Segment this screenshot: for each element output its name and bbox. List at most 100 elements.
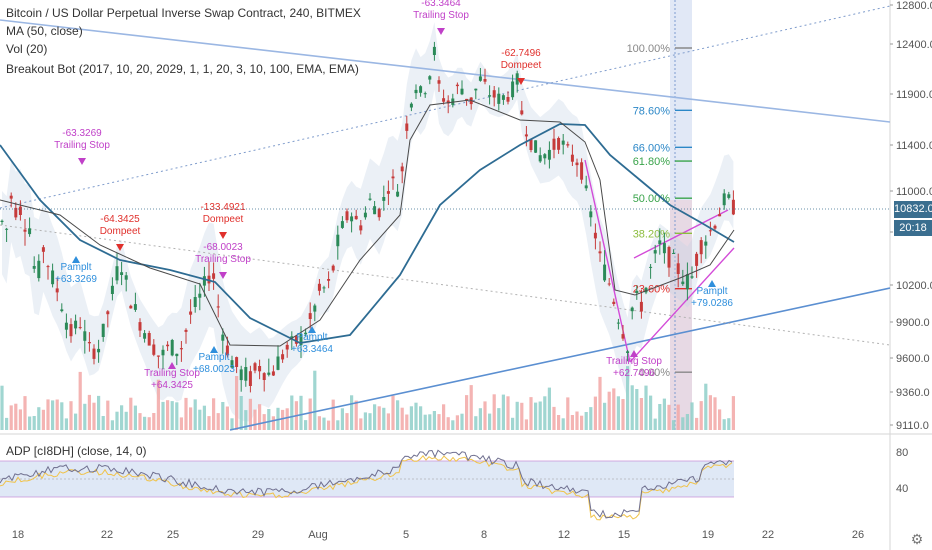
volume-bar	[644, 385, 648, 430]
volume-bar	[271, 416, 275, 430]
fib-level-label: 38.20%	[633, 228, 671, 240]
volume-bar	[432, 411, 436, 430]
adp-panel[interactable]: 80 40	[0, 447, 908, 521]
volume-bar	[244, 410, 248, 430]
price-tick-label: 12400.0	[896, 39, 932, 51]
volume-bar	[9, 405, 13, 430]
volume-bar	[400, 407, 404, 430]
candle-body	[704, 241, 708, 246]
volume-bar	[713, 397, 717, 430]
candle-body	[175, 353, 179, 357]
candle-body	[506, 97, 510, 102]
bot-legend[interactable]: Breakout Bot (2017, 10, 20, 2029, 1, 1, …	[6, 62, 359, 76]
candle-body	[437, 80, 441, 84]
volume-bar	[469, 385, 473, 430]
volume-bar	[207, 416, 211, 430]
candle-body	[543, 154, 547, 159]
candle-body	[41, 247, 45, 252]
volume-bar	[423, 414, 427, 430]
annotation-text: -63.3464	[421, 0, 461, 9]
volume-bar	[598, 376, 602, 430]
price-tick-label: 11000.0	[896, 186, 932, 198]
volume-bar	[212, 398, 216, 430]
time-tick-label: 15	[618, 529, 630, 541]
candle-body	[133, 304, 137, 310]
candle-body	[161, 349, 165, 356]
time-tick-label: 19	[702, 529, 714, 541]
volume-bar	[345, 413, 349, 430]
candle-body	[281, 354, 285, 360]
vol-legend[interactable]: Vol (20)	[6, 42, 48, 56]
volume-bar	[258, 404, 262, 430]
volume-bar	[511, 417, 515, 430]
volume-bar	[547, 387, 551, 430]
candle-body	[276, 356, 280, 370]
candle-body	[322, 287, 326, 289]
volume-bar	[446, 417, 450, 430]
volume-bar	[64, 418, 68, 430]
candle-body	[179, 348, 183, 350]
fibonacci-retracement[interactable]: 100.00%78.60%66.00%61.80%50.00%38.20%23.…	[627, 43, 692, 379]
candle-body	[115, 266, 119, 281]
annotation-arrow	[210, 346, 218, 353]
candle-body	[612, 301, 616, 304]
candle-body	[695, 253, 699, 266]
candle-body	[524, 134, 528, 137]
volume-bar	[455, 415, 459, 430]
candle-body	[432, 46, 436, 55]
adp-signal-line	[0, 454, 733, 521]
candle-body	[488, 95, 492, 97]
candle-body	[681, 281, 685, 285]
candle-body	[336, 234, 340, 247]
volume-bar	[676, 404, 680, 430]
candle-body	[547, 149, 551, 160]
volume-bar	[313, 370, 317, 430]
gear-icon[interactable]: ⚙	[910, 531, 924, 547]
candle-body	[649, 266, 653, 268]
volume-bar	[322, 417, 326, 430]
chart-title[interactable]: Bitcoin / US Dollar Perpetual Inverse Sw…	[6, 6, 361, 20]
volume-bar	[359, 418, 363, 430]
volume-bar	[529, 397, 533, 430]
volume-bar	[639, 398, 643, 430]
volume-bar	[649, 395, 653, 430]
volume-bar	[189, 407, 193, 430]
adp-legend[interactable]: ADP [cI8DH] (close, 14, 0)	[6, 444, 147, 458]
adp-tick-label: 80	[896, 447, 908, 459]
upper-trendline	[0, 19, 891, 123]
price-tick-label: 9360.0	[896, 387, 930, 399]
candle-body	[373, 206, 377, 215]
volume-bar	[97, 395, 101, 430]
volume-bar	[115, 411, 119, 430]
candle-body	[198, 293, 202, 298]
annotation-text: Pamplt	[696, 286, 727, 297]
volume-bar	[87, 394, 91, 430]
volume-bar	[557, 415, 561, 430]
candle-body	[635, 290, 639, 293]
candle-body	[423, 93, 427, 95]
price-axis[interactable]: 12800.012400.011900.011400.011000.010600…	[0, 0, 932, 432]
candle-body	[478, 76, 482, 81]
volume-bar	[465, 395, 469, 430]
volume-bar	[363, 412, 367, 430]
volume-bar	[267, 409, 271, 430]
annotation-text: Pamplt	[296, 332, 327, 343]
candle-body	[143, 333, 147, 339]
candle-body	[64, 322, 68, 330]
time-axis[interactable]: 18 22 25 29 Aug 5 8 12 15 19 22 26	[12, 529, 864, 541]
fib-level-label: 66.00%	[633, 142, 671, 154]
volume-bar	[552, 406, 556, 430]
candle-body	[713, 225, 717, 229]
price-tick-label: 9900.0	[896, 317, 930, 329]
volume-bar	[731, 396, 735, 430]
volume-bar	[534, 402, 538, 430]
candle-body	[290, 336, 294, 338]
candle-body	[23, 229, 27, 232]
volume-bar	[662, 398, 666, 430]
volume-bar	[285, 408, 289, 430]
candle-body	[708, 230, 712, 232]
volume-bar	[722, 419, 726, 430]
ma-legend[interactable]: MA (50, close)	[6, 24, 83, 38]
candle-body	[400, 166, 404, 172]
